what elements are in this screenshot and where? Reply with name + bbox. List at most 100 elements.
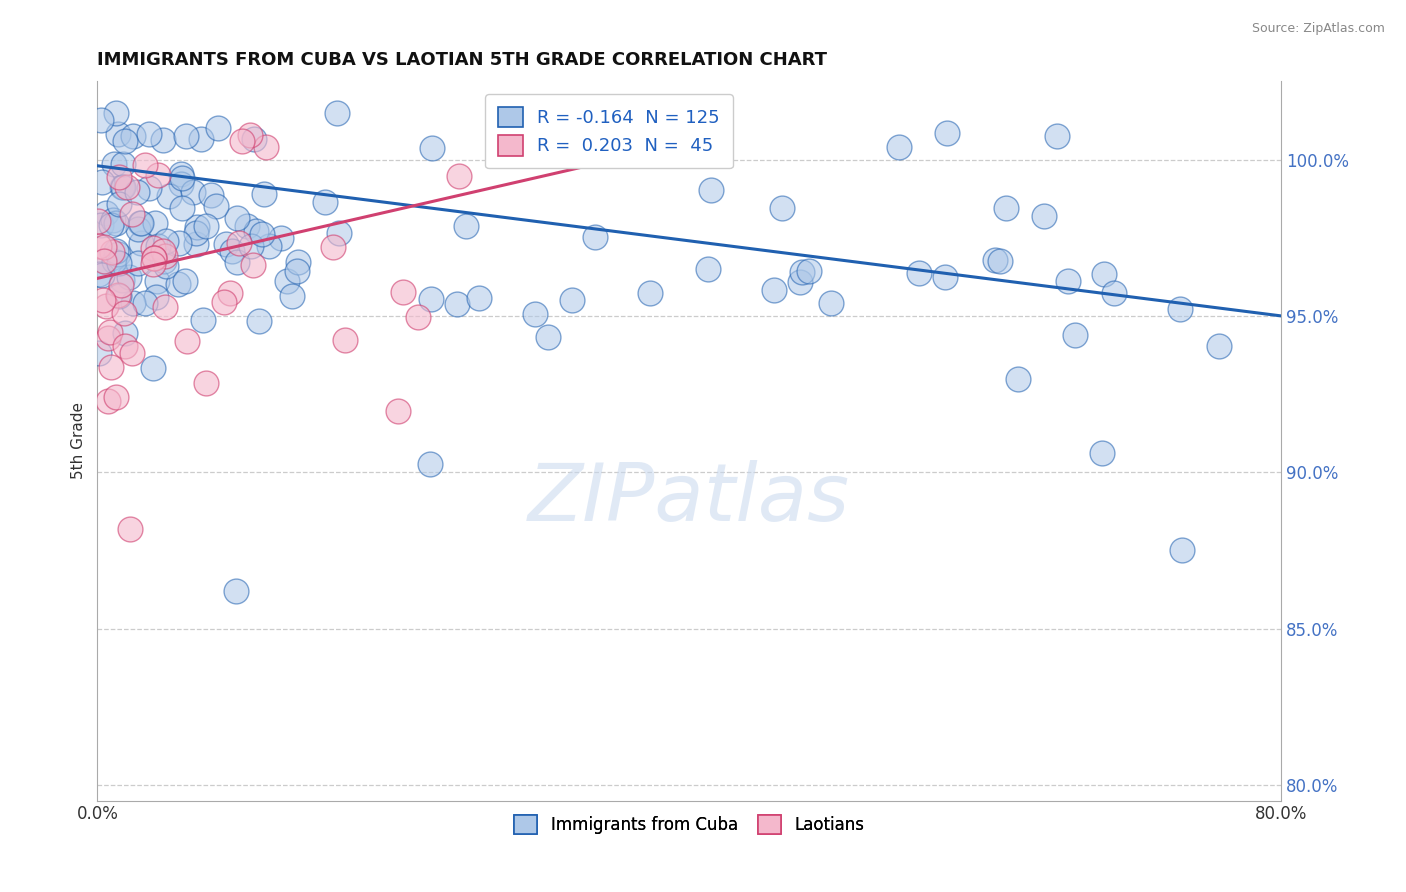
Point — [87, 267, 110, 281]
Point — [101, 245, 124, 260]
Point — [221, 244, 243, 258]
Point — [207, 120, 229, 135]
Point — [1091, 446, 1114, 460]
Point — [152, 133, 174, 147]
Point — [235, 219, 257, 233]
Text: ZIPatlas: ZIPatlas — [529, 459, 851, 538]
Point — [285, 264, 308, 278]
Point — [254, 140, 277, 154]
Point — [107, 127, 129, 141]
Point — [447, 169, 470, 183]
Point — [112, 157, 135, 171]
Point — [1045, 128, 1067, 143]
Point — [145, 216, 167, 230]
Point — [100, 219, 122, 233]
Point — [763, 283, 786, 297]
Point — [270, 230, 292, 244]
Point — [142, 251, 165, 265]
Point — [638, 285, 661, 300]
Point — [245, 224, 267, 238]
Point — [112, 306, 135, 320]
Point — [887, 140, 910, 154]
Point — [995, 202, 1018, 216]
Point — [797, 264, 820, 278]
Point — [127, 185, 149, 199]
Point — [87, 345, 110, 359]
Point — [537, 330, 560, 344]
Point — [146, 239, 169, 253]
Point — [276, 274, 298, 288]
Point — [122, 296, 145, 310]
Point — [155, 235, 177, 249]
Point — [90, 113, 112, 128]
Point — [583, 230, 606, 244]
Point — [97, 394, 120, 409]
Point — [446, 297, 468, 311]
Point — [191, 313, 214, 327]
Point — [131, 216, 153, 230]
Point — [142, 257, 165, 271]
Point — [287, 255, 309, 269]
Point — [155, 259, 177, 273]
Point — [420, 292, 443, 306]
Point — [145, 290, 167, 304]
Point — [98, 325, 121, 339]
Point — [90, 218, 112, 232]
Point — [170, 171, 193, 186]
Point — [243, 132, 266, 146]
Point — [91, 293, 114, 307]
Point — [107, 288, 129, 302]
Point — [170, 177, 193, 191]
Point — [103, 254, 125, 268]
Point — [1102, 285, 1125, 300]
Point — [157, 189, 180, 203]
Point — [152, 244, 174, 258]
Point — [127, 221, 149, 235]
Point — [1094, 267, 1116, 281]
Point — [212, 294, 235, 309]
Point — [387, 404, 409, 418]
Point — [111, 180, 134, 194]
Point — [820, 296, 842, 310]
Point — [328, 226, 350, 240]
Point — [228, 236, 250, 251]
Text: Source: ZipAtlas.com: Source: ZipAtlas.com — [1251, 22, 1385, 36]
Point — [100, 359, 122, 374]
Point — [226, 211, 249, 225]
Point — [524, 306, 547, 320]
Point — [174, 274, 197, 288]
Point — [194, 219, 217, 234]
Point — [988, 253, 1011, 268]
Point — [170, 202, 193, 216]
Point — [194, 376, 217, 390]
Point — [239, 128, 262, 142]
Point — [105, 390, 128, 404]
Point — [259, 239, 281, 253]
Point — [790, 265, 813, 279]
Point — [153, 254, 176, 268]
Point — [936, 127, 959, 141]
Point — [1170, 301, 1192, 316]
Point — [142, 360, 165, 375]
Point — [97, 331, 120, 345]
Point — [121, 345, 143, 359]
Point — [1208, 339, 1230, 353]
Point — [131, 235, 153, 250]
Point — [1063, 327, 1085, 342]
Point — [129, 216, 152, 230]
Point — [118, 522, 141, 536]
Point — [138, 180, 160, 194]
Point — [108, 289, 131, 303]
Point — [700, 183, 723, 197]
Point — [697, 261, 720, 276]
Point — [789, 276, 811, 290]
Point — [239, 238, 262, 252]
Point — [138, 127, 160, 141]
Point — [110, 277, 132, 292]
Point — [94, 206, 117, 220]
Point — [1171, 543, 1194, 558]
Point — [108, 256, 131, 270]
Point — [111, 179, 134, 194]
Point — [111, 273, 134, 287]
Point — [406, 310, 429, 324]
